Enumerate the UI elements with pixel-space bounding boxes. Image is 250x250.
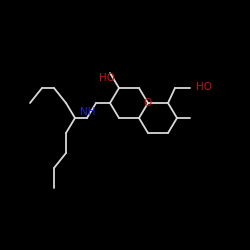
- Text: NH: NH: [80, 107, 96, 117]
- Text: O: O: [144, 98, 152, 108]
- Text: HO: HO: [196, 82, 212, 92]
- Text: HO: HO: [99, 73, 115, 83]
